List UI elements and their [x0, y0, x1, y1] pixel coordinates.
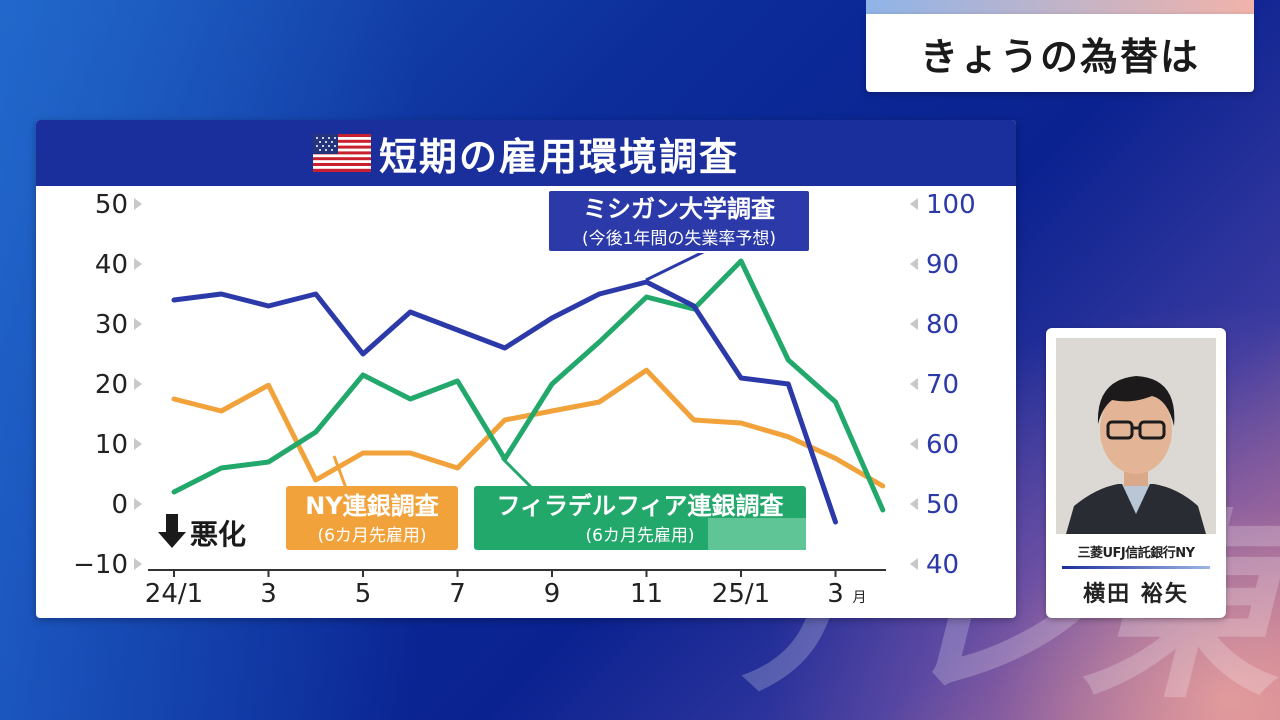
y-right-tick-label: 80 [926, 310, 959, 340]
y-left-tick-label: 10 [95, 430, 128, 460]
x-tick-label: 9 [544, 579, 561, 609]
topic-box: きょうの為替は [866, 14, 1254, 92]
michigan-label-name: ミシガン大学調査 [583, 195, 775, 223]
y-left-tick-label: 40 [95, 250, 128, 280]
y-right-tick-arrow [910, 438, 918, 450]
y-left-tick-label: 20 [95, 370, 128, 400]
michigan-label-sub: (今後1年間の失業率予想) [582, 229, 776, 249]
x-tick-label: 3 [260, 579, 277, 609]
ny-label-box [286, 486, 458, 550]
series-line-2 [171, 258, 886, 513]
y-right-tick-label: 40 [926, 550, 959, 580]
y-left-tick-label: −10 [73, 550, 128, 580]
y-right-tick-arrow [910, 498, 918, 510]
series-line-1 [171, 367, 886, 489]
series-line-0 [171, 279, 838, 525]
org-underline [1062, 566, 1210, 569]
y-right-tick-arrow [910, 378, 918, 390]
topic-text: きょうの為替は [919, 34, 1200, 79]
philly-label-highlight [708, 518, 806, 550]
y-left-tick-arrow [134, 378, 142, 390]
y-left-tick-arrow [134, 258, 142, 270]
y-right-tick-label: 70 [926, 370, 959, 400]
y-right-tick-label: 60 [926, 430, 959, 460]
y-left-tick-label: 0 [111, 490, 128, 520]
presenter-card: 三菱UFJ信託銀行NY 横田 裕矢 [1046, 328, 1226, 618]
y-right-tick-label: 100 [926, 190, 976, 220]
y-left-tick-label: 50 [95, 190, 128, 220]
ny-label-sub: (6カ月先雇用) [317, 526, 426, 546]
chart-header: 短期の雇用環境調査 [36, 120, 1016, 188]
x-tick-label: 3 [827, 579, 844, 609]
y-right-tick-label: 90 [926, 250, 959, 280]
x-tick-label: 24/1 [145, 579, 203, 609]
philly-label-pointer [500, 456, 534, 490]
y-left-tick-arrow [134, 318, 142, 330]
ny-label-pointer [332, 455, 348, 489]
y-right-tick-arrow [910, 558, 918, 570]
y-left-tick-arrow [134, 198, 142, 210]
michigan-label-box [547, 189, 811, 253]
x-tick-label: 11 [630, 579, 663, 609]
worsening-note: 悪化 [190, 518, 246, 551]
x-tick-label: 5 [355, 579, 372, 609]
x-unit-label: 月 [853, 590, 867, 606]
y-right-tick-label: 50 [926, 490, 959, 520]
ny-label-name: NY連銀調査 [305, 492, 438, 520]
down-arrow-icon [158, 514, 186, 548]
y-right-tick-arrow [910, 258, 918, 270]
y-left-tick-arrow [134, 498, 142, 510]
philly-label-name: フィラデルフィア連銀調査 [496, 492, 783, 520]
chart-title: 短期の雇用環境調査 [378, 134, 739, 179]
chart-panel: 50 40 30 20 10 0 −10 100 90 80 70 60 50 40 24/1 3 5 7 9 11 2… [36, 120, 1016, 618]
y-left-tick-arrow [134, 558, 142, 570]
y-right-tick-arrow [910, 198, 918, 210]
presenter-name: 横田 裕矢 [1083, 582, 1189, 607]
y-right-tick-arrow [910, 318, 918, 330]
person-silhouette-icon [1056, 338, 1216, 534]
y-left-tick-label: 30 [95, 310, 128, 340]
us-flag-icon [312, 134, 371, 172]
presenter-organization: 三菱UFJ信託銀行NY [1077, 546, 1195, 561]
philly-label-sub: (6カ月先雇用) [585, 526, 694, 546]
y-left-tick-arrow [134, 438, 142, 450]
x-tick-label: 7 [449, 579, 466, 609]
presenter-photo [1056, 338, 1216, 534]
topic-strip [866, 0, 1254, 14]
x-tick-label: 25/1 [712, 579, 770, 609]
